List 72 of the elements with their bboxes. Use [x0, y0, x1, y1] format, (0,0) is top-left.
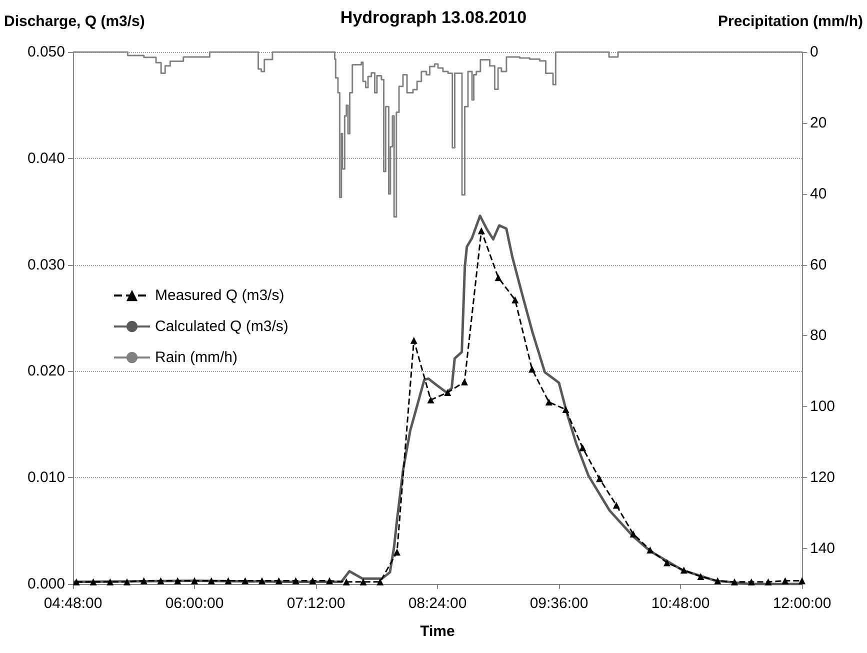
point: [798, 577, 806, 584]
x-tick-label: 10:48:00: [651, 595, 710, 612]
x-tick-label: 06:00:00: [165, 595, 224, 612]
point: [697, 573, 704, 580]
y2-tick-label: 120: [810, 469, 836, 486]
point: [224, 577, 232, 584]
point: [730, 578, 738, 586]
point: [90, 578, 97, 586]
point: [140, 577, 148, 584]
y-tick-label: 0.040: [27, 150, 65, 167]
x-tick-label: 08:24:00: [408, 595, 467, 612]
point: [410, 336, 418, 344]
point: [106, 578, 114, 586]
point: [174, 577, 182, 584]
y-tick-label: 0.020: [27, 362, 65, 380]
point: [545, 398, 552, 406]
x-tick-label: 04:48:00: [44, 595, 102, 612]
y2-axis-title: Precipitation (mm/h): [718, 13, 864, 30]
y2-tick-label: 20: [810, 114, 827, 132]
point: [157, 577, 164, 584]
point: [292, 577, 300, 584]
point: [342, 578, 350, 586]
y2-tick-label: 100: [810, 398, 836, 416]
point: [646, 546, 654, 554]
chart-title: Hydrograph 13.08.2010: [340, 8, 527, 27]
point: [528, 366, 536, 373]
point: [478, 227, 485, 234]
point: [123, 578, 130, 586]
point: [191, 577, 198, 584]
y-tick-label: 0.050: [27, 44, 65, 60]
y-tick-label: 0.010: [27, 469, 65, 486]
y2-tick-label: 40: [810, 185, 827, 202]
point: [360, 578, 367, 586]
point: [444, 388, 452, 396]
point: [748, 578, 755, 586]
y-tick-label: 0.030: [27, 256, 65, 274]
legend-label: Measured Q (m3/s): [155, 287, 284, 304]
point: [579, 444, 586, 452]
point: [72, 578, 80, 586]
point: [630, 530, 637, 538]
point: [309, 577, 316, 584]
point: [258, 577, 266, 584]
point: [612, 502, 620, 509]
legend-label: Calculated Q (m3/s): [155, 318, 288, 335]
point: [782, 577, 789, 584]
y2-tick-label: 60: [810, 256, 827, 274]
point: [764, 578, 772, 586]
x-axis-title: Time: [420, 623, 455, 640]
point: [512, 296, 519, 304]
y-axis-title: Discharge, Q (m3/s): [4, 13, 145, 30]
point: [394, 548, 400, 556]
point: [376, 578, 384, 586]
point: [461, 378, 468, 386]
point: [562, 406, 570, 414]
x-tick-label: 12:00:00: [772, 595, 832, 612]
point: [427, 396, 434, 404]
point: [596, 475, 603, 482]
y2-tick-label: 140: [810, 540, 836, 558]
point: [664, 559, 671, 566]
x-tick-label: 07:12:00: [286, 595, 346, 612]
point: [275, 577, 282, 584]
x-tick-label: 09:36:00: [530, 595, 588, 612]
point: [714, 577, 722, 584]
point: [242, 577, 249, 584]
point: [208, 577, 215, 584]
y-tick-label: 0.000: [27, 576, 65, 592]
point: [680, 566, 688, 574]
legend-label: Rain (mm/h): [155, 349, 238, 366]
y2-tick-label: 80: [810, 327, 827, 344]
y2-tick-label: 0: [810, 44, 818, 60]
point: [326, 577, 333, 584]
point: [494, 274, 502, 282]
